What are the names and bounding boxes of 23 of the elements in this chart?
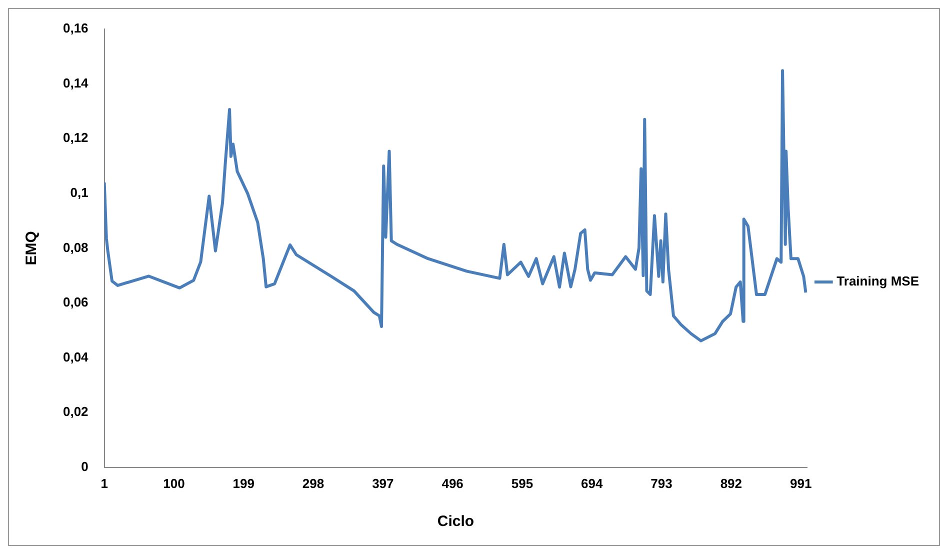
y-tick-label: 0,1 xyxy=(70,184,88,200)
x-tick-label: 199 xyxy=(232,476,254,491)
y-tick-label: 0,04 xyxy=(62,349,90,364)
x-tick-label: 397 xyxy=(372,476,394,491)
x-tick-label: 892 xyxy=(720,476,742,491)
x-tick-label: 694 xyxy=(581,476,604,491)
x-tick-label: 1 xyxy=(100,476,108,491)
x-tick-label: 793 xyxy=(650,476,672,491)
y-tick-label: 0,16 xyxy=(62,20,88,36)
y-tick-label: 0,08 xyxy=(62,240,88,255)
x-tick-label: 100 xyxy=(163,476,185,491)
x-tick-label: 991 xyxy=(790,476,812,491)
legend-label: Training MSE xyxy=(836,274,920,289)
x-tick-label: 595 xyxy=(511,476,534,491)
y-tick-label: 0,02 xyxy=(62,404,88,420)
x-tick-label: 496 xyxy=(442,476,464,491)
x-axis-title: Ciclo xyxy=(437,513,474,530)
y-tick-label: 0,06 xyxy=(62,294,88,310)
y-tick-label: 0 xyxy=(81,458,88,474)
x-tick-label: 298 xyxy=(302,476,324,491)
y-axis-title: EMQ xyxy=(23,230,40,266)
y-tick-label: 0,14 xyxy=(62,75,90,90)
y-tick-label: 0,12 xyxy=(62,130,88,146)
